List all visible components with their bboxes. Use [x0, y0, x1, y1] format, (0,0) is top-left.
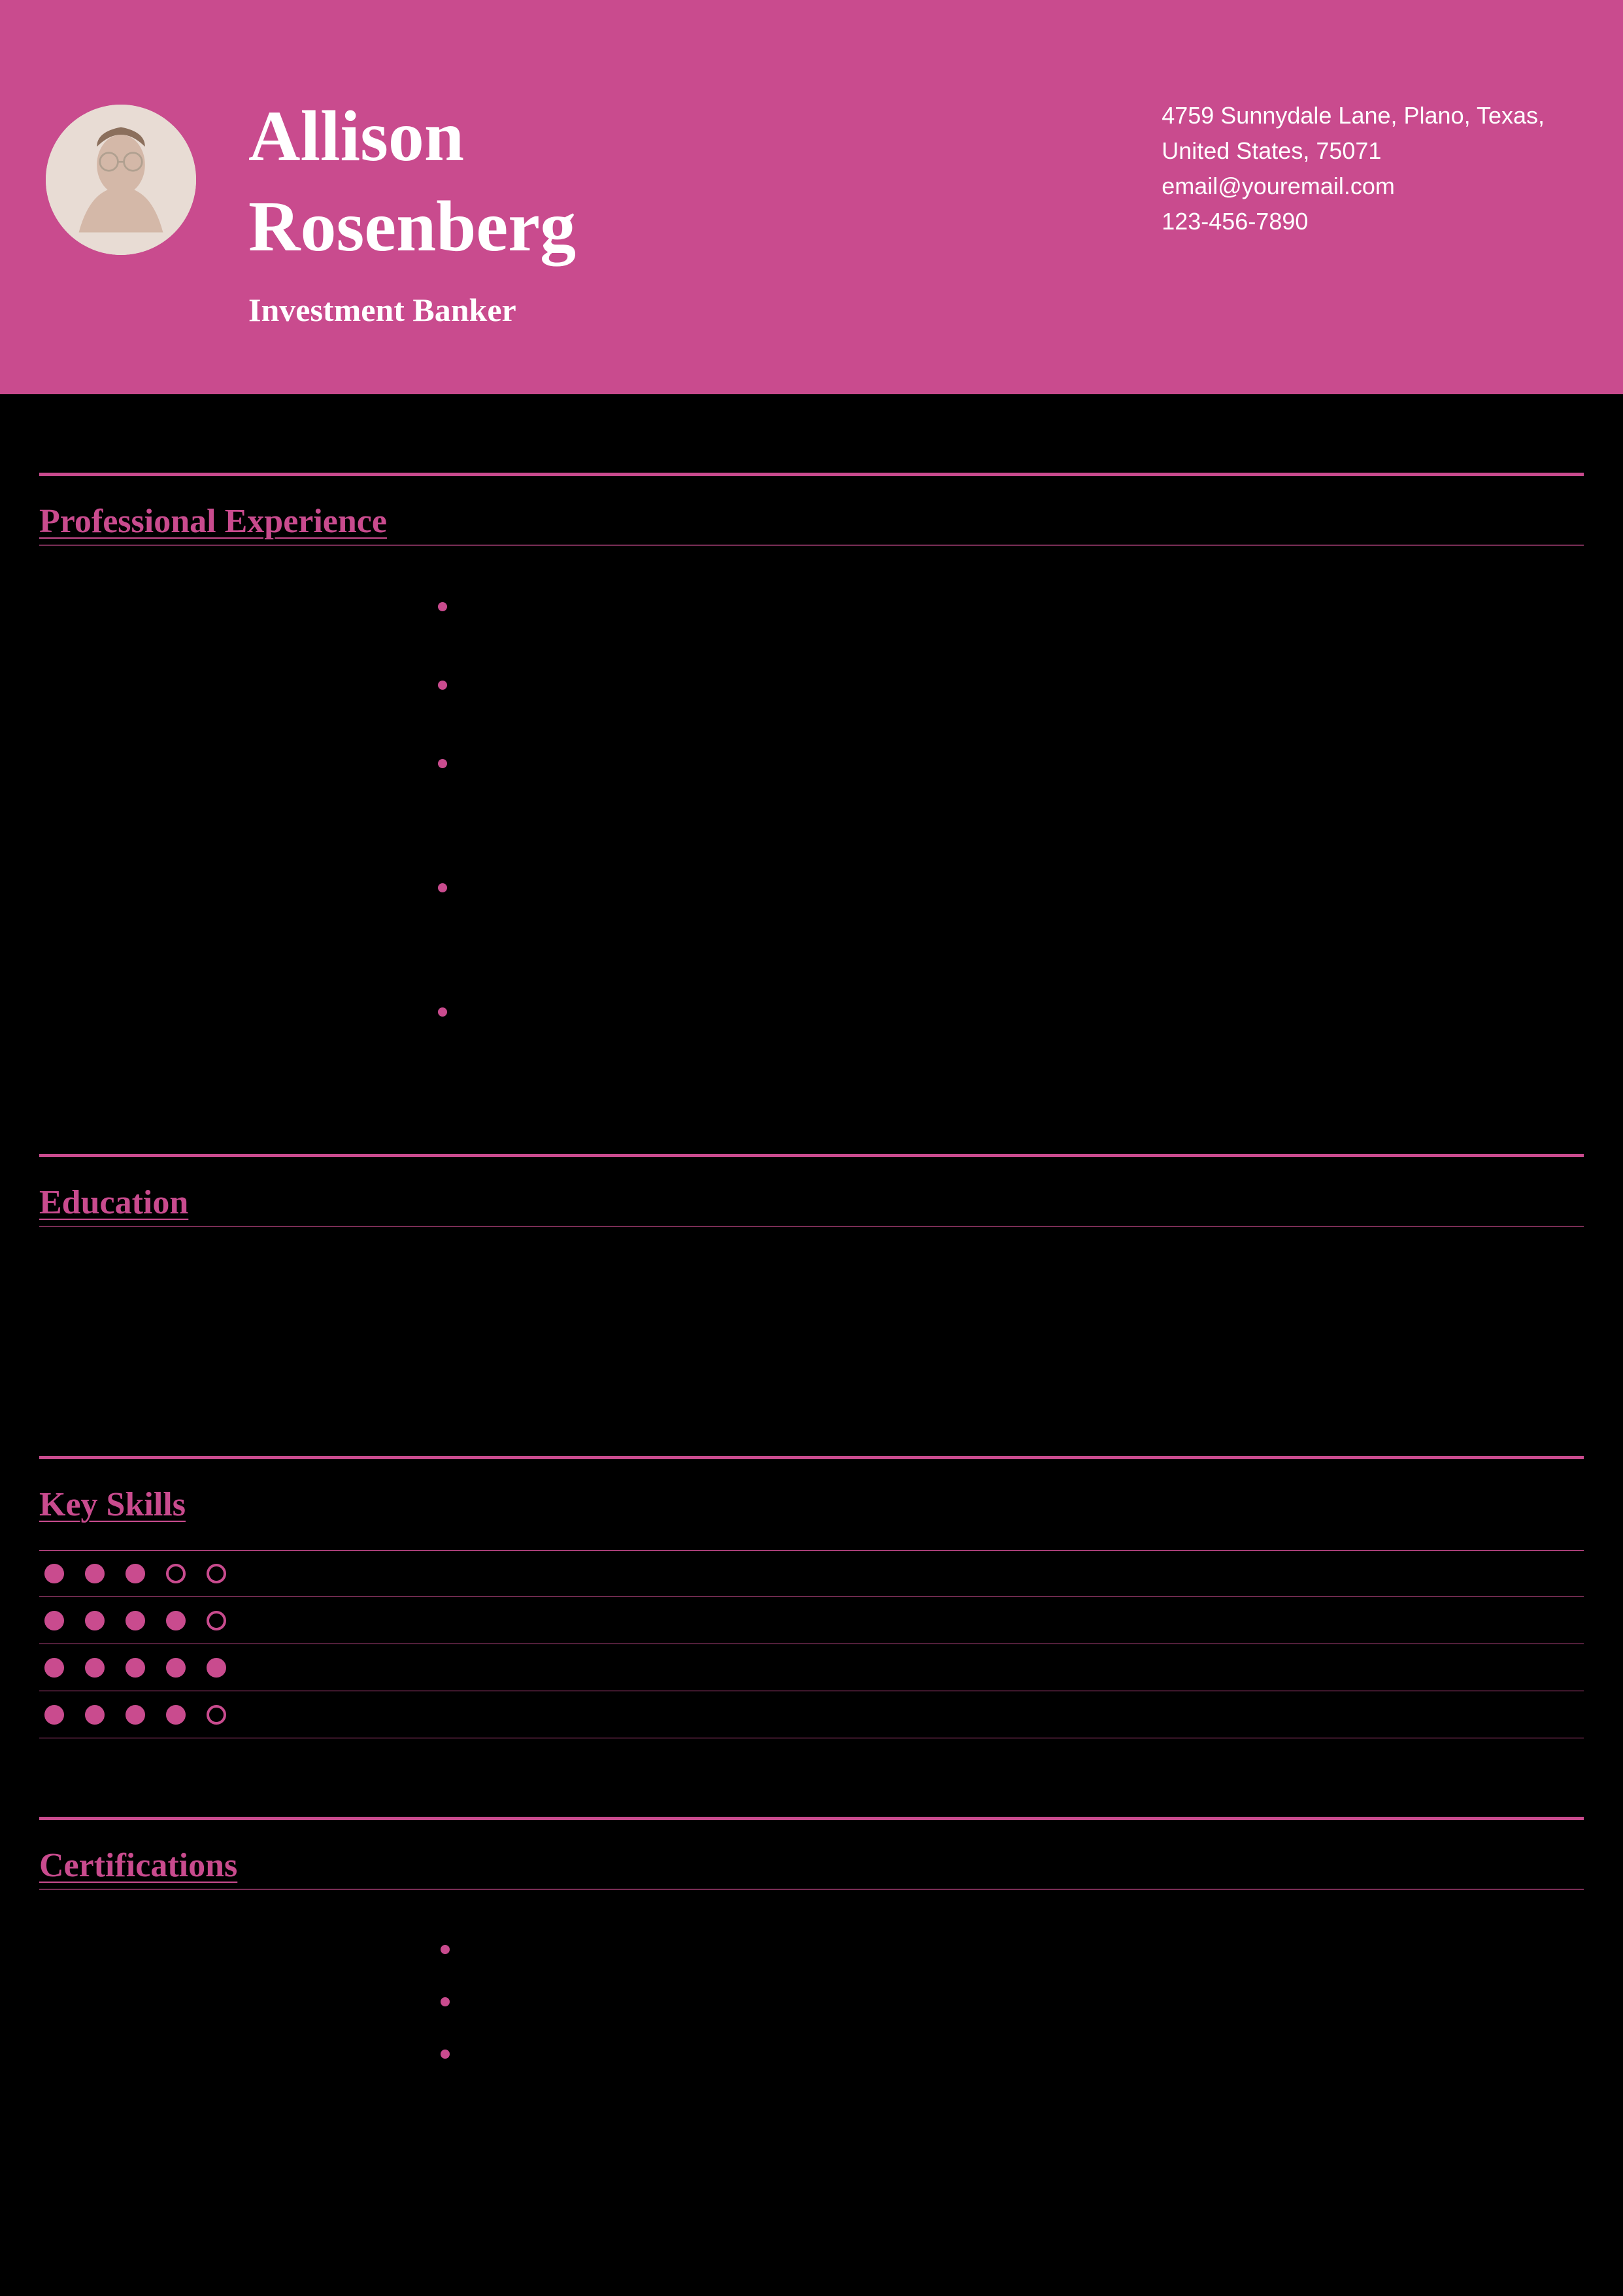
dot-empty-icon — [207, 1564, 226, 1583]
certifications-bullets — [441, 1936, 480, 2093]
section-title-education: Education — [39, 1183, 1584, 1222]
section-rule — [39, 1226, 1584, 1227]
dot-filled-icon — [85, 1705, 105, 1725]
certification-bullet — [441, 1988, 480, 2021]
experience-bullet — [438, 997, 1584, 1043]
job-title: Investment Banker — [248, 291, 1162, 329]
dot-empty-icon — [166, 1564, 186, 1583]
section-certifications: Certifications — [39, 1817, 1584, 2093]
dot-filled-icon — [44, 1658, 64, 1678]
certifications-block — [39, 1936, 1584, 2093]
skill-rating-dots — [44, 1611, 226, 1630]
dot-filled-icon — [44, 1611, 64, 1630]
experience-bullets — [438, 592, 1584, 1075]
skill-row — [39, 1550, 1584, 1597]
dot-filled-icon — [44, 1705, 64, 1725]
address-line-2: United States, 75071 — [1162, 133, 1545, 169]
dot-filled-icon — [85, 1564, 105, 1583]
dot-empty-icon — [207, 1611, 226, 1630]
dot-filled-icon — [166, 1658, 186, 1678]
dot-filled-icon — [85, 1658, 105, 1678]
skill-row — [39, 1644, 1584, 1691]
dot-filled-icon — [207, 1658, 226, 1678]
contact-block: 4759 Sunnydale Lane, Plano, Texas, Unite… — [1162, 98, 1545, 239]
experience-block — [39, 592, 1584, 1075]
section-title-experience: Professional Experience — [39, 502, 1584, 541]
section-skills: Key Skills — [39, 1456, 1584, 1738]
section-rule — [39, 1817, 1584, 1820]
experience-bullet — [438, 873, 1584, 964]
section-education: Education — [39, 1154, 1584, 1377]
certification-bullet — [441, 2040, 480, 2073]
section-rule — [39, 473, 1584, 476]
avatar — [46, 105, 196, 255]
dot-filled-icon — [166, 1611, 186, 1630]
dot-filled-icon — [125, 1564, 145, 1583]
dot-filled-icon — [125, 1658, 145, 1678]
first-name: Allison — [248, 92, 1162, 182]
resume-body: Professional Experience Education Key Sk… — [0, 473, 1623, 2158]
avatar-placeholder-icon — [46, 105, 196, 255]
section-experience: Professional Experience — [39, 473, 1584, 1075]
experience-meta — [39, 592, 438, 1075]
dot-filled-icon — [85, 1611, 105, 1630]
certifications-meta — [39, 1936, 438, 1962]
skill-row — [39, 1597, 1584, 1644]
skills-grid — [39, 1550, 1584, 1738]
dot-filled-icon — [44, 1564, 64, 1583]
address-line-1: 4759 Sunnydale Lane, Plano, Texas, — [1162, 98, 1545, 133]
section-rule — [39, 1154, 1584, 1157]
last-name: Rosenberg — [248, 182, 1162, 272]
education-block — [39, 1260, 1584, 1377]
dot-empty-icon — [207, 1705, 226, 1725]
section-title-skills: Key Skills — [39, 1485, 1584, 1524]
certification-bullet — [441, 1936, 480, 1968]
email: email@youremail.com — [1162, 169, 1545, 204]
phone: 123-456-7890 — [1162, 204, 1545, 239]
skill-rating-dots — [44, 1705, 226, 1725]
skill-row — [39, 1691, 1584, 1738]
dot-filled-icon — [125, 1705, 145, 1725]
skill-rating-dots — [44, 1658, 226, 1678]
experience-bullet — [438, 749, 1584, 840]
skill-rating-dots — [44, 1564, 226, 1583]
dot-filled-icon — [166, 1705, 186, 1725]
resume-header: Allison Rosenberg Investment Banker 4759… — [0, 0, 1623, 394]
section-rule — [39, 545, 1584, 546]
section-rule — [39, 1456, 1584, 1459]
experience-bullet — [438, 670, 1584, 716]
section-title-certifications: Certifications — [39, 1846, 1584, 1885]
experience-bullet — [438, 592, 1584, 637]
section-rule — [39, 1889, 1584, 1890]
name-block: Allison Rosenberg Investment Banker — [248, 92, 1162, 329]
dot-filled-icon — [125, 1611, 145, 1630]
